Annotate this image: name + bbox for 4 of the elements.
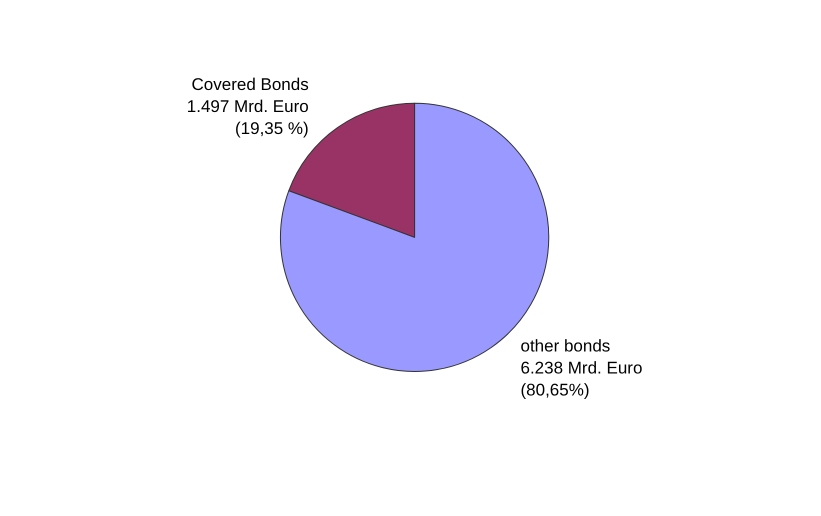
slice-label: other bonds bbox=[520, 336, 610, 356]
data-label: 1.497 Mrd. Euro (19,35 %) bbox=[186, 97, 309, 138]
slice-label: Covered Bonds bbox=[192, 75, 309, 94]
data-label: 6.238 Mrd. Euro (80,65%) bbox=[520, 358, 642, 400]
